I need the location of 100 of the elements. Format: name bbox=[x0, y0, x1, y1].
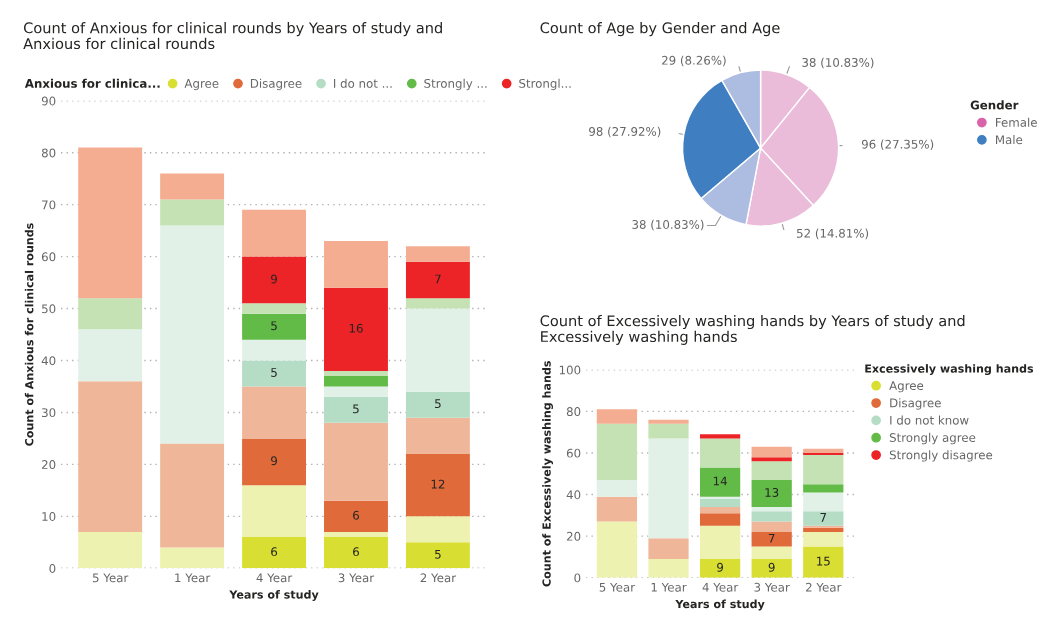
bar bbox=[751, 546, 792, 559]
chart-title: Count of Excessively washing hands by Years of study and Excessively washing hands bbox=[540, 315, 965, 345]
x-tick-label: 1 Year bbox=[651, 582, 687, 592]
data-label: 5 bbox=[271, 368, 277, 377]
bar bbox=[242, 360, 306, 387]
y-tick-label: 40 bbox=[41, 356, 56, 366]
x-tick-label: 4 Year bbox=[256, 573, 293, 583]
bar bbox=[751, 461, 792, 480]
bar bbox=[324, 537, 388, 569]
bar bbox=[78, 147, 143, 299]
bar bbox=[751, 521, 792, 532]
bar bbox=[324, 500, 388, 532]
bar bbox=[699, 438, 741, 468]
bar bbox=[242, 303, 306, 314]
y-tick-label: 80 bbox=[566, 407, 581, 417]
bar bbox=[803, 484, 844, 493]
x-tick-label: 2 Year bbox=[806, 582, 842, 592]
bar bbox=[751, 559, 792, 578]
bar bbox=[648, 423, 689, 439]
y-tick-label: 20 bbox=[42, 460, 56, 470]
bar bbox=[78, 298, 143, 330]
legend-label: Disagree bbox=[250, 78, 302, 91]
y-tick-label: 80 bbox=[41, 148, 56, 158]
bar bbox=[803, 525, 844, 528]
bar bbox=[324, 386, 388, 397]
bar bbox=[324, 531, 388, 538]
bar bbox=[648, 538, 689, 559]
chart-title: Count of Anxious for clinical rounds by Years of study and Anxious for clinical rounds bbox=[23, 22, 442, 50]
bar bbox=[751, 446, 792, 458]
legend-title: Gender bbox=[970, 100, 1019, 110]
bar bbox=[751, 507, 792, 512]
x-tick-label: 3 Year bbox=[754, 582, 790, 592]
bar bbox=[699, 525, 741, 559]
bar bbox=[160, 547, 225, 569]
bar bbox=[242, 313, 306, 340]
legend-label: I do not ... bbox=[334, 78, 392, 88]
bar bbox=[803, 448, 844, 453]
x-tick-label: 2 Year bbox=[420, 573, 457, 583]
data-label: 14 bbox=[713, 476, 727, 486]
y-tick-label: 60 bbox=[41, 252, 56, 262]
bar bbox=[405, 298, 470, 309]
data-label: 7 bbox=[820, 513, 827, 522]
x-tick-label: 1 Year bbox=[175, 573, 211, 583]
legend-title: Excessively washing hands bbox=[865, 364, 1034, 375]
y-axis-title: Count of Excessively washing hands bbox=[542, 361, 554, 587]
x-tick-label: 4 Year bbox=[702, 582, 739, 592]
text: Female bbox=[996, 117, 1037, 127]
y-tick-label: 0 bbox=[574, 573, 581, 583]
y-tick-label: 100 bbox=[559, 365, 581, 375]
bar bbox=[596, 423, 638, 480]
bar bbox=[405, 453, 470, 517]
bar bbox=[596, 521, 638, 578]
data-label: 52 (14.81%) bbox=[797, 228, 869, 240]
bar bbox=[699, 513, 741, 526]
x-axis-title: Years of study bbox=[229, 590, 319, 601]
legend-label: Agree bbox=[184, 79, 219, 91]
data-label: 5 bbox=[353, 404, 359, 414]
data-label: 5 bbox=[435, 399, 441, 409]
bar bbox=[405, 542, 470, 569]
data-label: 96 (27.35%) bbox=[861, 139, 934, 151]
bar bbox=[405, 391, 470, 418]
bar bbox=[751, 531, 792, 547]
data-label: 16 bbox=[349, 323, 363, 333]
bar bbox=[242, 256, 306, 304]
bar bbox=[242, 339, 306, 361]
data-label: 12 bbox=[431, 479, 445, 489]
legend-label: Strongly agree bbox=[889, 432, 976, 445]
y-axis-title: Count of Anxious for clinical rounds bbox=[24, 223, 34, 446]
data-label: 9 bbox=[271, 456, 277, 466]
data-label: 5 bbox=[271, 321, 277, 331]
bar bbox=[405, 308, 470, 392]
bar bbox=[596, 496, 638, 522]
bar bbox=[242, 438, 306, 486]
bar bbox=[751, 480, 792, 508]
bar bbox=[405, 516, 470, 543]
legend-label: Strongl... bbox=[519, 78, 571, 91]
data-label: 9 bbox=[271, 274, 277, 284]
bar bbox=[160, 443, 225, 548]
bar bbox=[405, 417, 470, 454]
data-label: 6 bbox=[271, 547, 278, 557]
data-label: 38 (10.83%) bbox=[632, 219, 704, 231]
bar bbox=[699, 496, 741, 499]
y-tick-label: 30 bbox=[42, 408, 56, 418]
data-label: 7 bbox=[435, 274, 441, 284]
bar bbox=[699, 467, 741, 497]
bar bbox=[803, 492, 844, 512]
bar bbox=[803, 455, 844, 485]
bar bbox=[596, 409, 638, 424]
bar bbox=[78, 531, 143, 569]
y-tick-label: 70 bbox=[42, 200, 56, 210]
bar bbox=[324, 287, 388, 371]
data-label: 13 bbox=[765, 488, 779, 497]
data-label: 9 bbox=[768, 562, 775, 572]
y-tick-label: 20 bbox=[566, 531, 581, 541]
bar bbox=[699, 434, 741, 439]
bar bbox=[596, 480, 638, 497]
legend-label: Strongly ... bbox=[424, 78, 487, 91]
chart-title: Count of Age by Gender and Age bbox=[540, 22, 780, 37]
bar bbox=[324, 376, 388, 387]
bar bbox=[803, 531, 844, 547]
